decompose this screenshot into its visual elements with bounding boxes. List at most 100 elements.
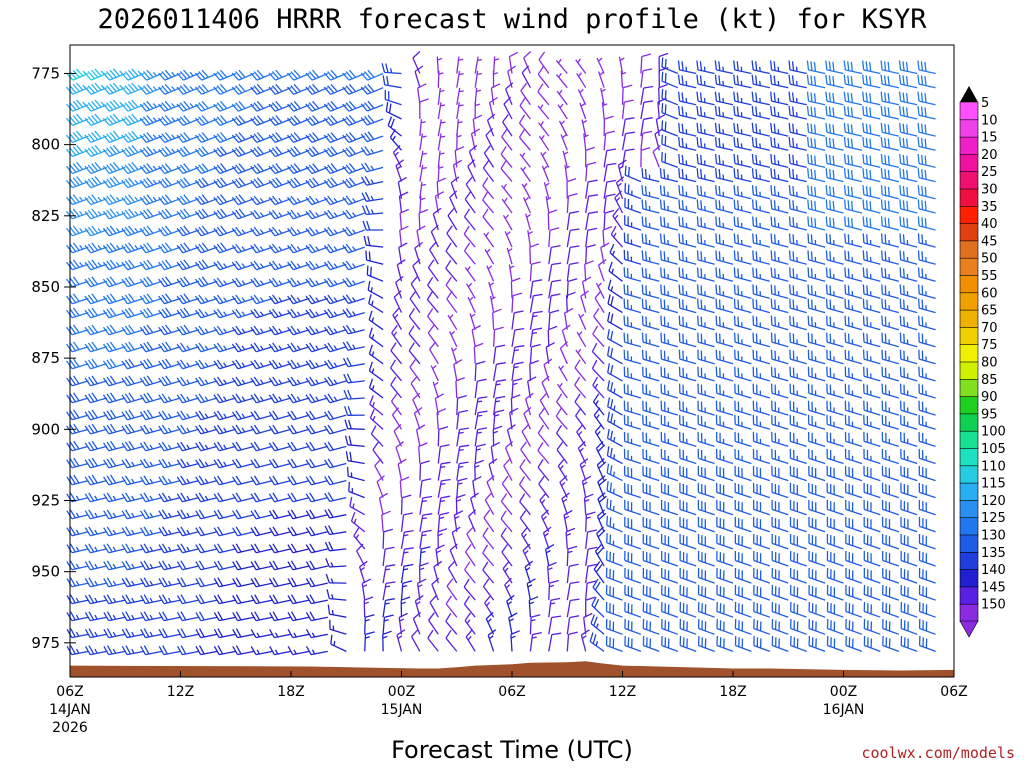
wind-barb — [446, 578, 458, 601]
wind-barb — [369, 395, 384, 416]
wind-barb — [770, 332, 789, 348]
wind-barb — [102, 375, 126, 387]
wind-barbs — [65, 51, 936, 656]
wind-barb — [537, 424, 550, 447]
wind-barb — [231, 325, 255, 336]
wind-barb — [661, 120, 679, 137]
wind-barb — [808, 482, 826, 499]
wind-barb — [84, 144, 108, 158]
wind-barb — [121, 409, 144, 421]
wind-barb — [66, 276, 89, 288]
y-tick-label: 900 — [31, 420, 60, 438]
wind-barb — [250, 209, 273, 220]
wind-barb — [66, 457, 89, 469]
wind-barb — [862, 91, 881, 106]
wind-barb — [231, 359, 255, 370]
wind-barb — [605, 584, 623, 601]
wind-barb — [788, 136, 807, 151]
colorbar-cell — [959, 551, 979, 570]
wind-barb — [714, 74, 734, 89]
wind-barb — [158, 628, 181, 639]
colorbar-label: 140 — [981, 563, 1006, 578]
wind-barb — [176, 146, 200, 158]
wind-barb — [825, 216, 844, 231]
wind-barb — [548, 597, 561, 618]
wind-barb — [213, 492, 236, 503]
wind-barb — [917, 267, 936, 282]
wind-barb — [565, 291, 576, 313]
wind-barb — [882, 584, 900, 601]
wind-barb — [641, 168, 660, 183]
wind-barb — [121, 509, 144, 520]
wind-barb — [880, 60, 899, 75]
wind-barb — [566, 245, 580, 265]
wind-barb — [453, 359, 463, 382]
wind-barb — [660, 448, 678, 465]
wind-barb — [623, 383, 642, 399]
wind-barb — [305, 342, 328, 353]
wind-barb — [863, 635, 881, 653]
wind-barb — [623, 431, 642, 448]
wind-barb — [268, 577, 292, 588]
wind-barb — [844, 349, 863, 365]
wind-barb — [770, 349, 789, 365]
colorbar-label: 90 — [981, 390, 998, 405]
wind-barb — [863, 366, 881, 382]
wind-barb — [583, 493, 594, 515]
wind-barb — [641, 267, 660, 282]
wind-barb — [825, 250, 844, 265]
wind-barb — [510, 277, 521, 299]
wind-barb — [679, 499, 697, 516]
colorbar-label: 25 — [981, 165, 998, 180]
wind-barb — [324, 492, 347, 503]
wind-barb — [483, 509, 495, 533]
wind-barb — [139, 225, 163, 237]
wind-barb — [232, 492, 255, 503]
wind-barb — [139, 475, 163, 486]
wind-barb — [84, 194, 108, 206]
wind-barb — [287, 277, 310, 288]
wind-barb — [472, 114, 483, 137]
wind-barb — [734, 431, 752, 448]
wind-barb — [390, 393, 403, 416]
wind-barb — [843, 91, 863, 106]
wind-barb — [899, 267, 918, 282]
wind-barb — [345, 451, 365, 465]
wind-barb — [608, 261, 623, 282]
wind-barb — [419, 495, 433, 515]
wind-barb — [593, 407, 605, 430]
wind-barb — [102, 293, 126, 305]
wind-barb — [752, 315, 770, 331]
wind-barb — [268, 243, 292, 254]
wind-barb — [84, 492, 107, 503]
wind-barb — [429, 341, 439, 365]
wind-barb — [213, 424, 236, 435]
wind-barb — [591, 342, 605, 365]
wind-barb — [353, 527, 366, 550]
wind-barb — [520, 82, 531, 106]
wind-barb — [268, 410, 292, 421]
wind-barb — [585, 546, 598, 567]
wind-barb — [400, 494, 412, 515]
wind-barb — [158, 611, 181, 622]
wind-barb — [66, 259, 89, 271]
wind-barb — [677, 60, 697, 75]
wind-barb — [519, 493, 531, 516]
wind-barb — [845, 601, 863, 618]
wind-barb — [565, 527, 576, 549]
wind-barb — [659, 199, 678, 214]
wind-barb — [176, 342, 200, 353]
wind-barb — [734, 400, 752, 416]
wind-barb — [176, 424, 200, 435]
wind-barb — [121, 324, 144, 336]
wind-barb — [808, 550, 826, 567]
wind-barb — [624, 183, 642, 200]
wind-barb — [102, 176, 126, 189]
wind-barb — [195, 441, 218, 452]
wind-barb — [492, 425, 503, 447]
wind-barb — [473, 342, 484, 364]
wind-barb — [158, 177, 181, 189]
wind-barb — [624, 215, 642, 231]
wind-barb — [843, 168, 863, 183]
wind-barb — [529, 614, 541, 635]
